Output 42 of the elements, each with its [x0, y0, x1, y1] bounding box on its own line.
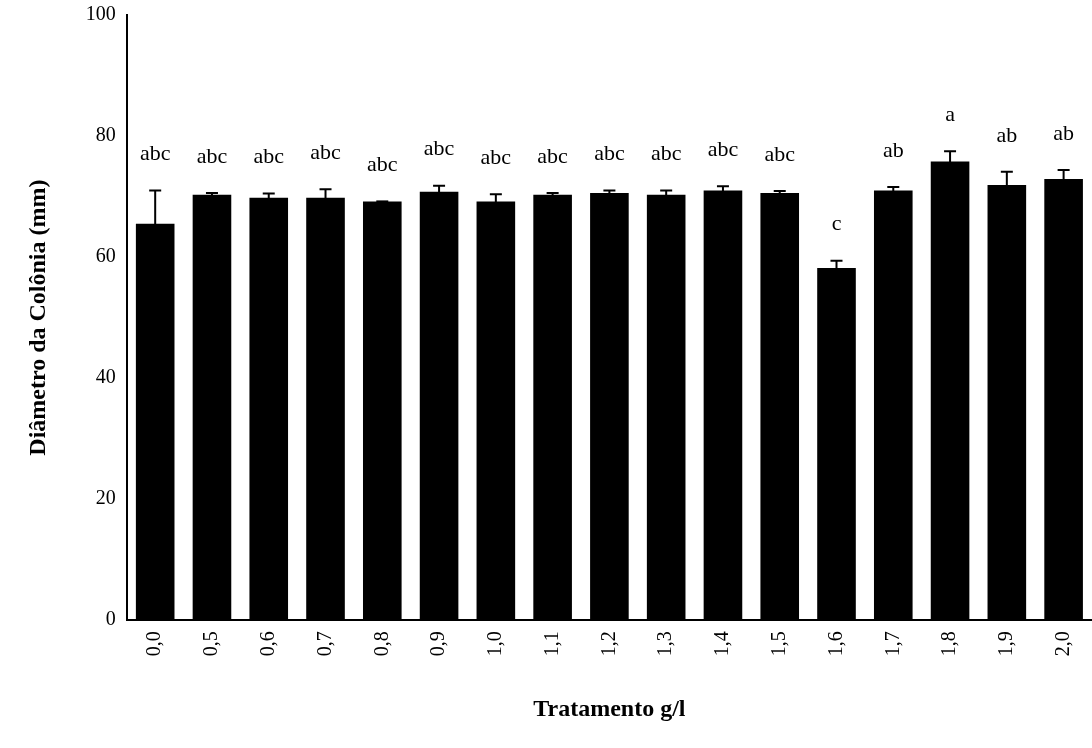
data-label: ab: [882, 136, 904, 162]
x-tick-label: 0,9: [426, 631, 449, 657]
x-tick-label: 2,0: [1050, 631, 1073, 657]
x-tick-label: 0,5: [199, 631, 222, 657]
x-tick-label: 1,6: [823, 631, 846, 657]
x-tick-label: 1,3: [653, 631, 676, 657]
y-tick-label: 0: [105, 607, 116, 630]
data-label: abc: [310, 139, 342, 165]
x-tick-label: 0,7: [312, 631, 335, 657]
data-label: ab: [1053, 119, 1074, 145]
y-tick-label: 20: [95, 486, 116, 509]
x-tick-label: 1,9: [994, 631, 1017, 657]
data-label: abc: [196, 142, 228, 168]
x-axis-title: Tratamento g/l: [533, 694, 686, 721]
data-label: abc: [253, 143, 285, 169]
x-tick-label: 1,0: [483, 631, 506, 657]
data-label: abc: [423, 135, 455, 161]
y-tick-label: 60: [95, 244, 116, 267]
x-tick-label: 1,7: [880, 631, 903, 657]
x-tick-label: 0,0: [142, 631, 165, 657]
data-label: c: [831, 210, 842, 236]
data-label: abc: [594, 140, 625, 166]
x-tick-label: 1,1: [539, 631, 562, 657]
data-label: abc: [480, 143, 512, 169]
x-tick-label: 1,2: [596, 631, 619, 657]
y-axis-title: Diâmetro da Colônia (mm): [23, 179, 50, 456]
data-label: ab: [996, 121, 1018, 147]
y-tick-label: 40: [95, 365, 116, 388]
x-tick-label: 0,8: [369, 631, 392, 657]
x-tick-label: 1,4: [710, 631, 733, 657]
data-label: abc: [139, 140, 171, 166]
x-tick-label: 1,8: [937, 631, 960, 657]
x-tick-label: 0,6: [255, 631, 278, 657]
data-label: abc: [537, 142, 569, 168]
data-label: abc: [367, 151, 398, 177]
data-label: abc: [764, 140, 796, 166]
data-label: abc: [650, 140, 682, 166]
y-tick-label: 100: [85, 2, 116, 25]
x-tick-label: 1,5: [766, 631, 789, 657]
y-tick-label: 80: [95, 123, 116, 146]
data-label: abc: [707, 136, 739, 162]
data-label: a: [945, 100, 956, 126]
